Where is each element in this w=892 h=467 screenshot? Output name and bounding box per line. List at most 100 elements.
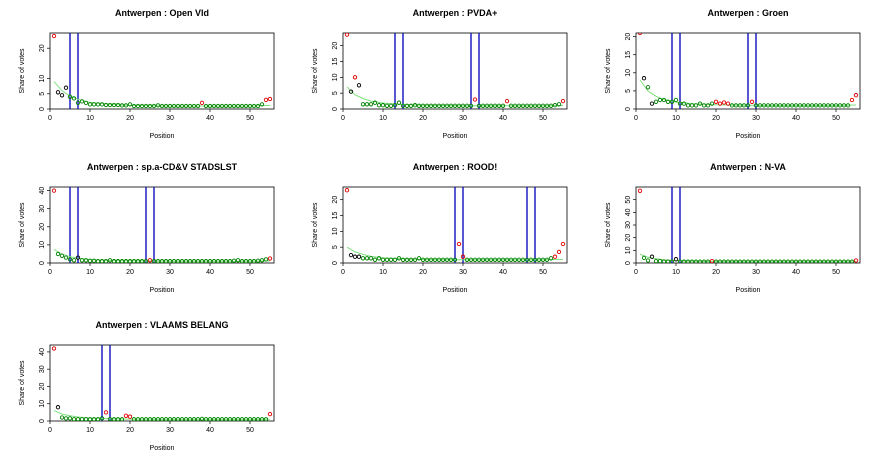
data-point [464, 257, 470, 262]
data-point [769, 259, 775, 263]
data-point [432, 103, 438, 108]
data-point [452, 257, 458, 262]
data-point [512, 103, 518, 108]
data-point [657, 97, 663, 103]
data-point [207, 417, 213, 421]
data-point [428, 103, 434, 108]
data-point [472, 97, 478, 102]
data-point [733, 259, 739, 263]
y-tick-label: 5 [332, 245, 339, 249]
data-point [63, 85, 69, 90]
data-point [199, 416, 205, 421]
data-point [267, 96, 273, 102]
data-point [372, 100, 378, 105]
data-point [721, 100, 727, 105]
data-point [155, 417, 161, 421]
data-point [360, 256, 366, 261]
y-axis-label: Share of votes [19, 360, 26, 406]
data-point [492, 257, 498, 262]
data-point [781, 259, 787, 263]
data-point [127, 414, 133, 419]
data-point [524, 103, 530, 108]
data-point [159, 103, 165, 109]
data-point [560, 241, 566, 247]
data-point [745, 259, 751, 263]
data-point [673, 97, 679, 103]
data-point [111, 259, 117, 263]
data-point [99, 416, 105, 421]
y-tick-label: 30 [39, 205, 46, 213]
data-point [793, 103, 799, 108]
data-point [801, 259, 807, 263]
data-point [223, 417, 229, 421]
data-point [396, 100, 402, 105]
data-point [789, 103, 795, 108]
data-point [59, 415, 65, 420]
data-point [344, 188, 350, 193]
data-point [79, 99, 85, 104]
data-point [71, 96, 77, 101]
data-point [773, 259, 779, 263]
x-axis-label: Position [150, 287, 175, 294]
data-point [809, 259, 815, 263]
data-point [476, 103, 482, 108]
data-point [721, 259, 727, 263]
data-point [476, 257, 482, 262]
data-point [55, 251, 61, 257]
data-point [75, 255, 81, 260]
data-point [408, 257, 414, 262]
data-point [733, 103, 739, 108]
data-point [227, 417, 233, 421]
data-point [737, 259, 743, 263]
data-point [55, 90, 61, 95]
panel-1: Antwerpen : PVDA+ 0 10 20 30 40 50 0 5 10 15 20 Posi… [312, 8, 568, 140]
data-point [195, 417, 201, 421]
data-point [187, 259, 193, 263]
x-tick-label: 50 [246, 115, 254, 122]
data-point [464, 103, 470, 108]
x-tick-label: 10 [379, 269, 387, 276]
data-point [536, 103, 542, 108]
data-point [773, 103, 779, 108]
y-tick-label: 10 [39, 400, 46, 408]
data-point [745, 103, 751, 108]
data-point [705, 259, 711, 263]
plot-area [344, 33, 566, 109]
data-point [645, 258, 651, 263]
data-point [657, 258, 663, 263]
data-point [689, 103, 695, 108]
data-point [115, 259, 121, 263]
y-tick-label: 10 [332, 227, 339, 235]
data-point [729, 103, 735, 108]
data-point [781, 103, 787, 108]
data-point [259, 417, 265, 421]
data-point [693, 103, 699, 108]
data-point [171, 103, 177, 109]
data-point [219, 103, 225, 109]
data-point [123, 259, 129, 263]
data-point [725, 101, 731, 106]
panel-6: Antwerpen : VLAAMS BELANG 0 10 20 30 40 50 0 10 2… [19, 320, 275, 452]
data-point [155, 259, 161, 263]
y-tick-label: 10 [625, 246, 632, 254]
data-point [151, 259, 157, 263]
data-point [151, 417, 157, 421]
data-point [91, 417, 97, 421]
data-point [259, 258, 265, 263]
data-point [95, 417, 101, 421]
data-point [641, 255, 647, 261]
data-point [127, 259, 133, 263]
data-point [440, 257, 446, 262]
data-point [556, 102, 562, 107]
data-point [344, 33, 350, 37]
data-point [444, 103, 450, 108]
data-point [777, 103, 783, 108]
data-point [215, 259, 221, 263]
x-tick-label: 0 [48, 427, 52, 434]
x-tick-label: 30 [752, 269, 760, 276]
data-point [71, 417, 77, 421]
data-point [805, 259, 811, 263]
data-point [179, 103, 185, 109]
data-point [480, 103, 486, 108]
data-point [673, 257, 679, 262]
